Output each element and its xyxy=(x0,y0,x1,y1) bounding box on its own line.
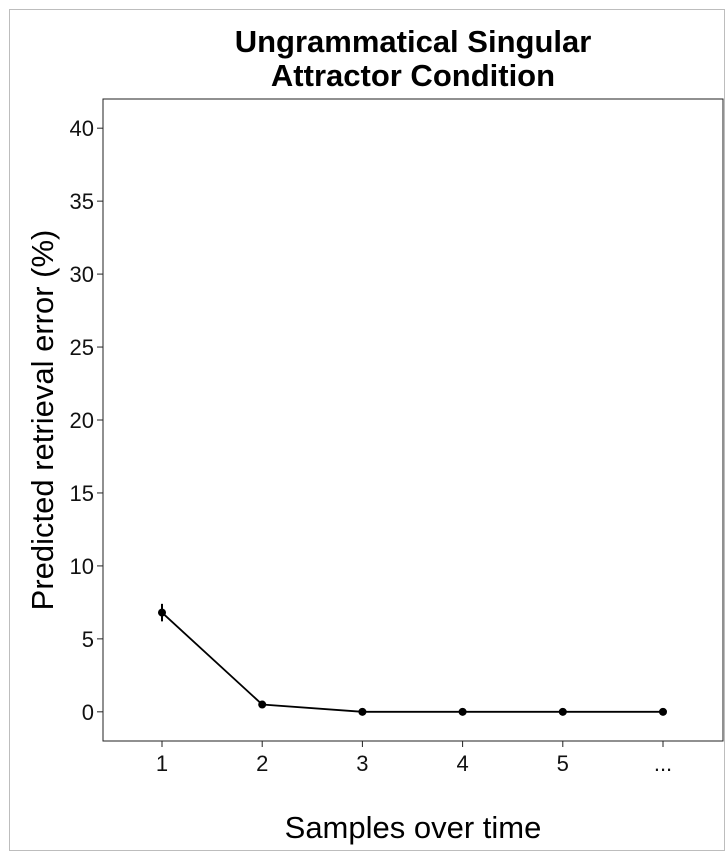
x-axis: 1 2 3 4 5... xyxy=(156,741,672,776)
y-tick-label: 0 xyxy=(82,700,94,725)
chart-title-line-1: Ungrammatical Singular xyxy=(235,24,592,59)
data-point xyxy=(358,707,367,716)
data-point xyxy=(458,707,467,716)
x-tick-label: 2 xyxy=(256,751,268,776)
data-point xyxy=(659,707,667,716)
x-tick-label: 5 xyxy=(557,751,569,776)
x-tick-label: ... xyxy=(654,751,672,776)
y-tick-label: 15 xyxy=(70,481,94,506)
y-tick-label: 25 xyxy=(70,335,94,360)
y-axis-label: Predicted retrieval error (%) xyxy=(25,230,60,611)
x-tick-label: 3 xyxy=(356,751,368,776)
y-tick-label: 5 xyxy=(82,627,94,652)
y-tick-label: 10 xyxy=(70,554,94,579)
x-tick-label: 4 xyxy=(456,751,468,776)
chart-title-line-2: Attractor Condition xyxy=(271,58,555,93)
data-point xyxy=(158,608,166,617)
series-line xyxy=(161,611,663,713)
y-tick-label: 20 xyxy=(70,408,94,433)
data-point xyxy=(558,707,567,716)
y-tick-label: 40 xyxy=(70,116,94,141)
figure-background xyxy=(14,10,714,840)
data-point xyxy=(258,700,267,709)
y-tick-label: 35 xyxy=(70,189,94,214)
series-retrieval-error xyxy=(158,603,667,716)
x-axis-label: Samples over time xyxy=(285,810,542,845)
x-tick-label: 1 xyxy=(156,751,168,776)
y-axis: 0 5 10 15 20 25 30 35 40 xyxy=(70,99,104,741)
y-tick-label: 30 xyxy=(70,262,94,287)
